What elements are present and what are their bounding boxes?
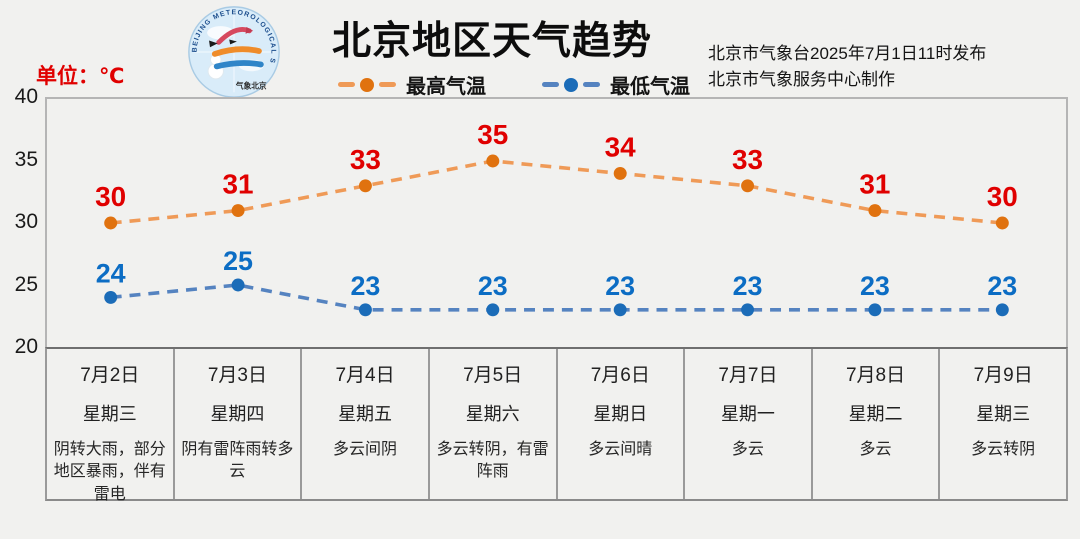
day-date-label: 7月5日	[463, 365, 523, 386]
min-temp-marker	[868, 303, 882, 317]
produced-by-line: 北京市气象服务中心制作	[708, 69, 895, 89]
min-temp-value-label: 24	[96, 259, 126, 289]
day-weather-label: 多云间阴	[333, 441, 398, 458]
day-date-label: 7月3日	[207, 365, 267, 386]
day-weekday-label: 星期二	[848, 404, 903, 424]
max-temp-value-label: 30	[987, 181, 1018, 212]
unit-label: 单位：℃	[36, 65, 125, 88]
max-temp-marker	[486, 154, 500, 168]
day-weather-label: 多云转阴	[971, 441, 1036, 458]
min-temp-marker	[741, 303, 755, 317]
day-weather-label: 多云间晴	[588, 441, 653, 458]
day-date-label: 7月9日	[973, 365, 1033, 386]
forecast-day-cell: 7月4日星期五多云间阴	[300, 349, 428, 499]
y-tick-label: 30	[14, 210, 38, 233]
day-weather-label: 阴转大雨，部分地区暴雨，伴有雷电	[53, 441, 166, 503]
min-temp-marker	[613, 303, 627, 317]
max-temp-marker	[868, 204, 882, 218]
max-temp-marker	[741, 179, 755, 193]
page-title: 北京地区天气趋势	[331, 20, 652, 63]
chart-legend: 最高气温 最低气温	[338, 70, 690, 99]
max-temp-value-label: 31	[859, 169, 890, 200]
day-weather-label: 多云转阴，有雷阵雨	[436, 441, 549, 481]
min-temp-value-label: 23	[478, 271, 508, 301]
min-temp-marker	[104, 290, 118, 304]
forecast-day-cell: 7月6日星期日多云间晴	[555, 349, 684, 499]
day-date-label: 7月4日	[335, 365, 395, 386]
min-temp-value-label: 25	[223, 246, 253, 276]
legend-item-max-temp: 最高气温	[338, 70, 486, 99]
max-temp-marker	[358, 179, 372, 193]
forecast-day-cell: 7月9日星期三多云转阴	[938, 349, 1066, 499]
max-temp-dashed-line-swatch-icon	[338, 77, 396, 92]
issuer-info: 北京市气象台2025年7月1日11时发布 北京市气象服务中心制作	[708, 41, 986, 92]
max-temp-value-label: 33	[350, 144, 381, 175]
min-temp-value-label: 23	[860, 271, 890, 301]
legend-label-max-temp: 最高气温	[406, 76, 486, 98]
forecast-table: 7月2日 星期三 阴转大雨，部分地区暴雨，伴有雷电 7月3日 星期四 阴有雷阵雨转多云 7月…	[45, 347, 1068, 503]
max-temp-marker	[231, 204, 245, 218]
legend-item-min-temp: 最低气温	[542, 70, 690, 99]
legend-label-min-temp: 最低气温	[610, 76, 690, 98]
issued-by-line: 北京市气象台2025年7月1日11时发布	[708, 44, 987, 63]
max-temp-value-label: 34	[605, 132, 637, 163]
day-date-label: 7月8日	[845, 365, 906, 386]
plot-area: 30 31 33 35 34 33 31 30 24 25 23 23 23 23 23 23	[45, 97, 1068, 347]
min-temp-value-label: 23	[733, 271, 763, 301]
day-weather-label: 多云	[731, 441, 764, 458]
min-temp-value-label: 23	[987, 271, 1017, 301]
forecast-day-cell: 7月3日星期四阴有雷阵雨转多云	[172, 349, 301, 499]
min-temp-marker	[486, 303, 500, 317]
day-weekday-label: 星期五	[338, 404, 393, 424]
min-temp-value-label: 23	[350, 271, 380, 301]
day-weekday-label: 星期三	[82, 404, 137, 424]
day-weekday-label: 星期三	[976, 404, 1031, 424]
day-date-label: 7月2日	[80, 365, 140, 386]
logo-bottom-text: 气象北京	[235, 80, 267, 90]
day-weekday-label: 星期一	[720, 404, 775, 424]
min-temp-dashed-line-swatch-icon	[542, 77, 600, 92]
day-weather-label: 阴有雷阵雨转多云	[181, 441, 294, 481]
max-temp-value-label: 31	[223, 169, 254, 200]
max-temp-value-label: 30	[95, 181, 126, 212]
forecast-day-cell: 7月5日星期六多云转阴，有雷阵雨	[427, 349, 556, 499]
y-tick-label: 40	[14, 85, 38, 108]
max-temp-value-label: 33	[732, 144, 763, 175]
day-weekday-label: 星期六	[465, 404, 520, 424]
max-temp-marker	[104, 216, 118, 230]
day-weekday-label: 星期四	[210, 404, 265, 424]
min-temp-marker	[358, 303, 372, 317]
min-temp-marker	[995, 303, 1009, 317]
min-temp-value-label: 23	[605, 271, 635, 301]
forecast-day-cell: 7月7日星期一多云	[683, 349, 811, 499]
y-tick-label: 35	[14, 147, 38, 171]
max-temp-value-label: 35	[477, 119, 508, 150]
logo-badge-icon: BEIJING METEOROLOGICAL SERVICE 气象北京	[183, 0, 280, 98]
day-weather-label: 多云	[859, 441, 892, 458]
max-temp-marker	[995, 216, 1009, 230]
forecast-day-cell: 7月8日星期二多云	[810, 349, 939, 499]
min-temp-marker	[231, 278, 245, 292]
day-weekday-label: 星期日	[593, 404, 648, 424]
max-temp-marker	[613, 166, 627, 180]
beijing-meteorological-service-logo: BEIJING METEOROLOGICAL SERVICE 气象北京	[183, 0, 282, 100]
y-tick-label: 20	[14, 335, 38, 358]
day-date-label: 7月7日	[718, 365, 778, 386]
forecast-day-cell: 7月2日星期三阴转大雨，部分地区暴雨，伴有雷电	[47, 349, 173, 503]
y-tick-label: 25	[14, 272, 38, 296]
min-temp-line	[110, 283, 1003, 312]
temperature-trend-chart: 30 31 33 35 34 33 31 30 24 25 23 23 23 23 23 23	[95, 119, 1018, 317]
day-date-label: 7月6日	[590, 365, 650, 386]
